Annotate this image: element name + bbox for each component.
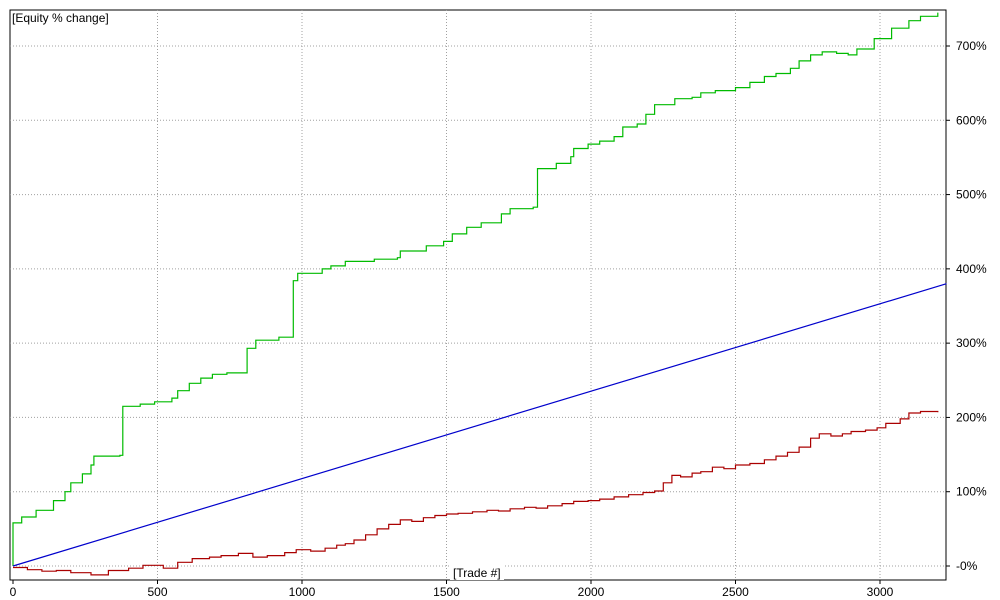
series-line-2 bbox=[12, 283, 947, 567]
series-layer bbox=[12, 12, 947, 576]
x-axis-label-box bbox=[450, 565, 504, 580]
series-line-1 bbox=[12, 12, 939, 566]
chart-title-box bbox=[11, 11, 111, 26]
chart-title: [Equity % change] bbox=[12, 11, 109, 25]
x-tick-label: 1000 bbox=[289, 585, 316, 599]
x-tick-label: 2500 bbox=[722, 585, 749, 599]
x-tick-label: 2000 bbox=[578, 585, 605, 599]
plot-area bbox=[9, 9, 947, 581]
y-tick-label: 400% bbox=[956, 262, 987, 276]
y-tick-label: 100% bbox=[956, 485, 987, 499]
y-tick-label: 600% bbox=[956, 113, 987, 127]
y-tick-label: 700% bbox=[956, 39, 987, 53]
x-axis: 0 500 1000 1500 2000 2500 3000 bbox=[10, 580, 894, 599]
x-axis-label: [Trade #] bbox=[453, 566, 501, 580]
x-tick-label: 0 bbox=[10, 585, 17, 599]
x-tick-label: 3000 bbox=[867, 585, 894, 599]
series-line-3 bbox=[13, 410, 939, 576]
x-tick-label: 1500 bbox=[433, 585, 460, 599]
y-tick-label: -0% bbox=[956, 559, 978, 573]
y-tick-label: 300% bbox=[956, 336, 987, 350]
y-axis: -0% 100% 200% 300% 400% 500% 600% 700% bbox=[946, 39, 987, 573]
x-tick-label: 500 bbox=[147, 585, 167, 599]
y-tick-label: 500% bbox=[956, 188, 987, 202]
y-tick-label: 200% bbox=[956, 410, 987, 424]
